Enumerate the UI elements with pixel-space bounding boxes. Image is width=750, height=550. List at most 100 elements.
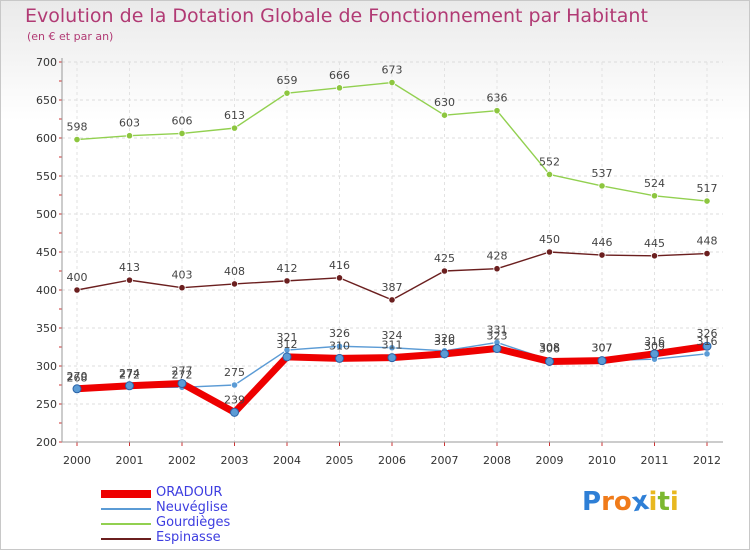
data-point-oradour: [492, 344, 502, 354]
data-point-espinasse: [703, 249, 711, 258]
data-point-espinasse: [545, 248, 554, 256]
data-label-gourdieges: 666: [329, 69, 350, 82]
chart-title: Evolution de la Dotation Globale de Fonc…: [25, 5, 648, 27]
legend-swatch: [101, 523, 151, 525]
data-point-neuveglise: [388, 344, 396, 352]
data-point-espinasse: [125, 276, 134, 284]
y-tick-label: 450: [36, 246, 57, 259]
data-label-neuveglise: 272: [172, 368, 193, 381]
brand-letter: i: [669, 487, 679, 517]
data-label-espinasse: 412: [277, 262, 298, 275]
data-point-gourdieges: [440, 111, 449, 119]
data-point-gourdieges: [125, 132, 134, 140]
y-tick-label: 600: [36, 132, 57, 145]
data-label-neuveglise: 320: [434, 332, 455, 345]
data-label-espinasse: 448: [697, 235, 718, 248]
legend-item: Neuvéglise: [101, 500, 401, 516]
data-label-gourdieges: 603: [119, 117, 140, 130]
x-tick-label: 2004: [273, 454, 301, 467]
data-point-gourdieges: [178, 129, 186, 138]
brand-letter: t: [657, 487, 670, 517]
data-label-gourdieges: 630: [434, 96, 455, 109]
x-tick-label: 2001: [116, 454, 144, 467]
x-tick-label: 2005: [326, 454, 354, 467]
data-point-espinasse: [283, 277, 291, 285]
data-point-neuveglise: [230, 381, 239, 389]
x-tick-label: 2010: [588, 454, 616, 467]
data-label-espinasse: 428: [487, 250, 508, 263]
y-tick-label: 400: [36, 284, 57, 297]
label-layer: 598 603 606 613 659 666 673 630 636 552 537 524 517 4…: [67, 64, 718, 407]
data-label-oradour: 312: [277, 338, 298, 351]
data-label-oradour: 311: [382, 339, 403, 352]
data-label-espinasse: 416: [329, 259, 350, 272]
y-tick-label: 550: [36, 170, 57, 183]
data-label-oradour: 310: [329, 339, 350, 352]
data-label-neuveglise: 331: [487, 323, 508, 336]
data-label-gourdieges: 598: [67, 121, 88, 134]
data-point-espinasse: [650, 252, 659, 260]
data-point-oradour: [440, 349, 449, 359]
brand-letter: P: [582, 487, 602, 517]
data-point-oradour: [177, 378, 187, 388]
data-label-gourdieges: 552: [539, 155, 560, 168]
data-point-espinasse: [388, 296, 396, 304]
x-tick-label: 2009: [536, 454, 564, 467]
data-label-espinasse: 425: [434, 252, 455, 265]
chart-subtitle: (en € et par an): [27, 30, 114, 43]
data-label-espinasse: 408: [224, 265, 245, 278]
data-label-espinasse: 387: [382, 281, 403, 294]
data-point-gourdieges: [283, 89, 291, 97]
x-tick-label: 2003: [221, 454, 249, 467]
data-label-oradour: 316: [434, 335, 455, 348]
legend-item: ORADOUR: [101, 485, 401, 501]
legend: ORADOUR Neuvéglise Gourdièges Espinasse: [101, 485, 401, 546]
data-point-oradour: [387, 353, 397, 363]
data-label-oradour: 277: [172, 364, 193, 377]
legend-label: Gourdièges: [156, 515, 231, 530]
data-point-gourdieges: [545, 170, 554, 179]
data-point-gourdieges: [650, 192, 659, 200]
data-point-oradour: [72, 384, 82, 394]
data-point-gourdieges: [230, 124, 239, 132]
data-point-espinasse: [440, 267, 449, 275]
data-point-oradour: [650, 349, 659, 359]
data-label-oradour: 316: [644, 335, 665, 348]
data-point-espinasse: [230, 280, 239, 288]
x-tick-label: 2007: [431, 454, 459, 467]
data-point-gourdieges: [493, 107, 501, 115]
y-tick-label: 700: [36, 56, 57, 69]
legend-label: Espinasse: [156, 530, 221, 545]
legend-item: Gourdièges: [101, 515, 401, 531]
data-label-neuveglise: 324: [382, 329, 403, 342]
data-label-neuveglise: 307: [592, 342, 613, 355]
legend-swatch: [101, 508, 151, 510]
data-point-espinasse: [73, 286, 81, 294]
y-tick-label: 350: [36, 322, 57, 335]
grid-layer: [62, 61, 723, 443]
data-label-neuveglise: 326: [329, 327, 350, 340]
x-tick-label: 2002: [168, 454, 196, 467]
data-label-gourdieges: 636: [487, 92, 508, 105]
x-tick-label: 2006: [378, 454, 406, 467]
data-label-oradour: 239: [224, 393, 245, 406]
y-tick-label: 200: [36, 436, 57, 449]
data-point-espinasse: [178, 284, 186, 292]
data-label-gourdieges: 517: [697, 182, 718, 195]
data-label-gourdieges: 673: [382, 64, 403, 77]
y-tick-label: 300: [36, 360, 57, 373]
data-point-espinasse: [493, 265, 501, 273]
data-label-oradour: 306: [539, 342, 560, 355]
data-point-gourdieges: [335, 84, 344, 92]
data-label-gourdieges: 537: [592, 167, 613, 180]
brand-letter: i: [648, 487, 658, 517]
data-label-gourdieges: 606: [172, 114, 193, 127]
data-label-neuveglise: 268: [67, 371, 88, 384]
x-tick-label: 2000: [63, 454, 91, 467]
data-point-oradour: [597, 356, 607, 366]
data-label-oradour: 307: [592, 342, 613, 355]
series-layer: [72, 78, 712, 417]
brand-letter: r: [601, 487, 614, 517]
data-label-espinasse: 400: [67, 271, 88, 284]
